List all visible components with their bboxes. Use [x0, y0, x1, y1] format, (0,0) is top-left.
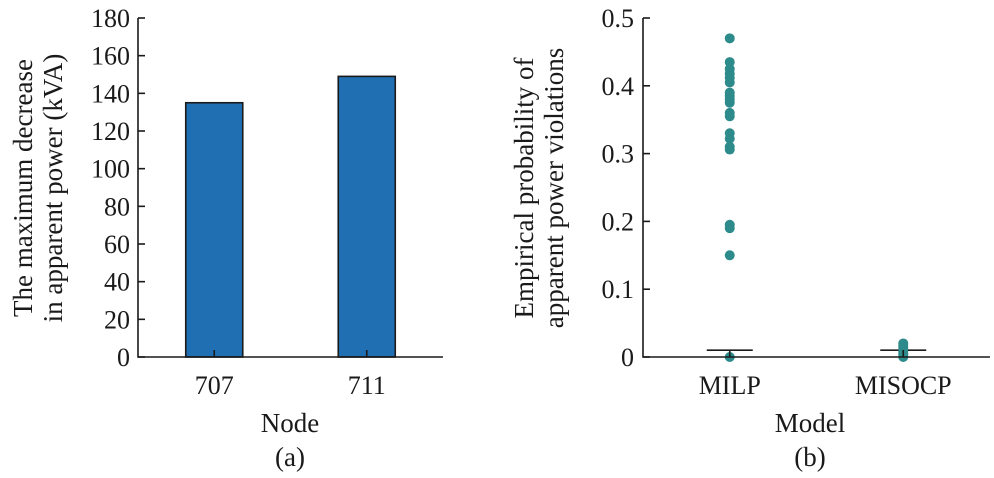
panel-a-y-tick-label: 160: [91, 42, 130, 71]
panel-b-point-MILP: [724, 133, 735, 144]
panel-a-y-tick-label: 40: [104, 268, 130, 297]
panel-a-label: (a): [275, 442, 305, 472]
panel-a-x-ticks: 707 711: [195, 350, 386, 400]
panel-b-y-axis-title: Empirical probability of apparent power …: [509, 48, 569, 328]
panel-b-y-axis-title-line-1: Empirical probability of: [509, 58, 539, 319]
panel-a-y-tick-label: 140: [91, 79, 130, 108]
panel-a-y-ticks: 0 20 40 60 80 100 120 140 160 180: [91, 4, 145, 372]
panel-a-bar-chart: The maximum decrease in apparent power (…: [8, 4, 443, 472]
panel-b-label: (b): [794, 442, 825, 472]
panel-a-y-tick-label: 80: [104, 192, 130, 221]
panel-b-y-tick-label: 0.1: [602, 275, 635, 304]
panel-b-y-tick-label: 0.5: [602, 4, 635, 33]
panel-a-x-tick-label: 707: [195, 371, 234, 400]
panel-a-y-tick-label: 20: [104, 305, 130, 334]
panel-a-bar-707: [184, 101, 244, 358]
panel-a-axes: [137, 18, 443, 358]
panel-b-point-MILP: [724, 111, 735, 122]
panel-b-y-tick-label: 0.2: [602, 207, 635, 236]
panel-a-y-tick-label: 180: [91, 4, 130, 33]
panel-a-bars: [184, 75, 397, 358]
panel-a-x-axis-title: Node: [261, 408, 319, 438]
panel-a-y-tick-label: 0: [117, 343, 130, 372]
panel-b-y-tick-label: 0.3: [602, 140, 635, 169]
panel-b-x-tick-label: MILP: [699, 371, 761, 400]
panel-b-point-MILP: [724, 33, 735, 44]
panel-b-point-MILP: [724, 144, 735, 155]
panel-a-y-tick-label: 100: [91, 155, 130, 184]
panel-b-x-ticks: MILP MISOCP: [699, 350, 952, 400]
panel-a-y-axis-title: The maximum decrease in apparent power (…: [8, 54, 68, 323]
panel-b-x-tick-label: MISOCP: [855, 371, 952, 400]
panel-b-x-axis-title: Model: [775, 408, 846, 438]
panel-b-y-tick-label: 0.4: [602, 72, 635, 101]
panel-b-point-MILP: [724, 250, 735, 261]
panel-b-points: [724, 33, 909, 362]
panel-b-point-MILP: [724, 77, 735, 88]
panel-a-x-tick-label: 711: [348, 371, 386, 400]
panel-b-point-MILP: [724, 97, 735, 108]
panel-b-y-tick-label: 0: [621, 343, 634, 372]
panel-a-y-tick-label: 120: [91, 117, 130, 146]
panel-a-y-axis-title-line-1: The maximum decrease: [8, 59, 38, 317]
panel-a-bar-711: [337, 75, 397, 358]
panel-a-y-tick-label: 60: [104, 230, 130, 259]
panel-b-y-axis-title-line-2: apparent power violations: [539, 48, 569, 328]
panel-b-y-ticks: 0 0.1 0.2 0.3 0.4 0.5: [602, 4, 650, 372]
panel-b-point-MILP: [724, 223, 735, 234]
panel-b-axes: [642, 18, 990, 358]
panel-b-scatter-chart: Empirical probability of apparent power …: [509, 4, 990, 472]
panel-a-y-axis-title-line-2: in apparent power (kVA): [38, 54, 68, 323]
